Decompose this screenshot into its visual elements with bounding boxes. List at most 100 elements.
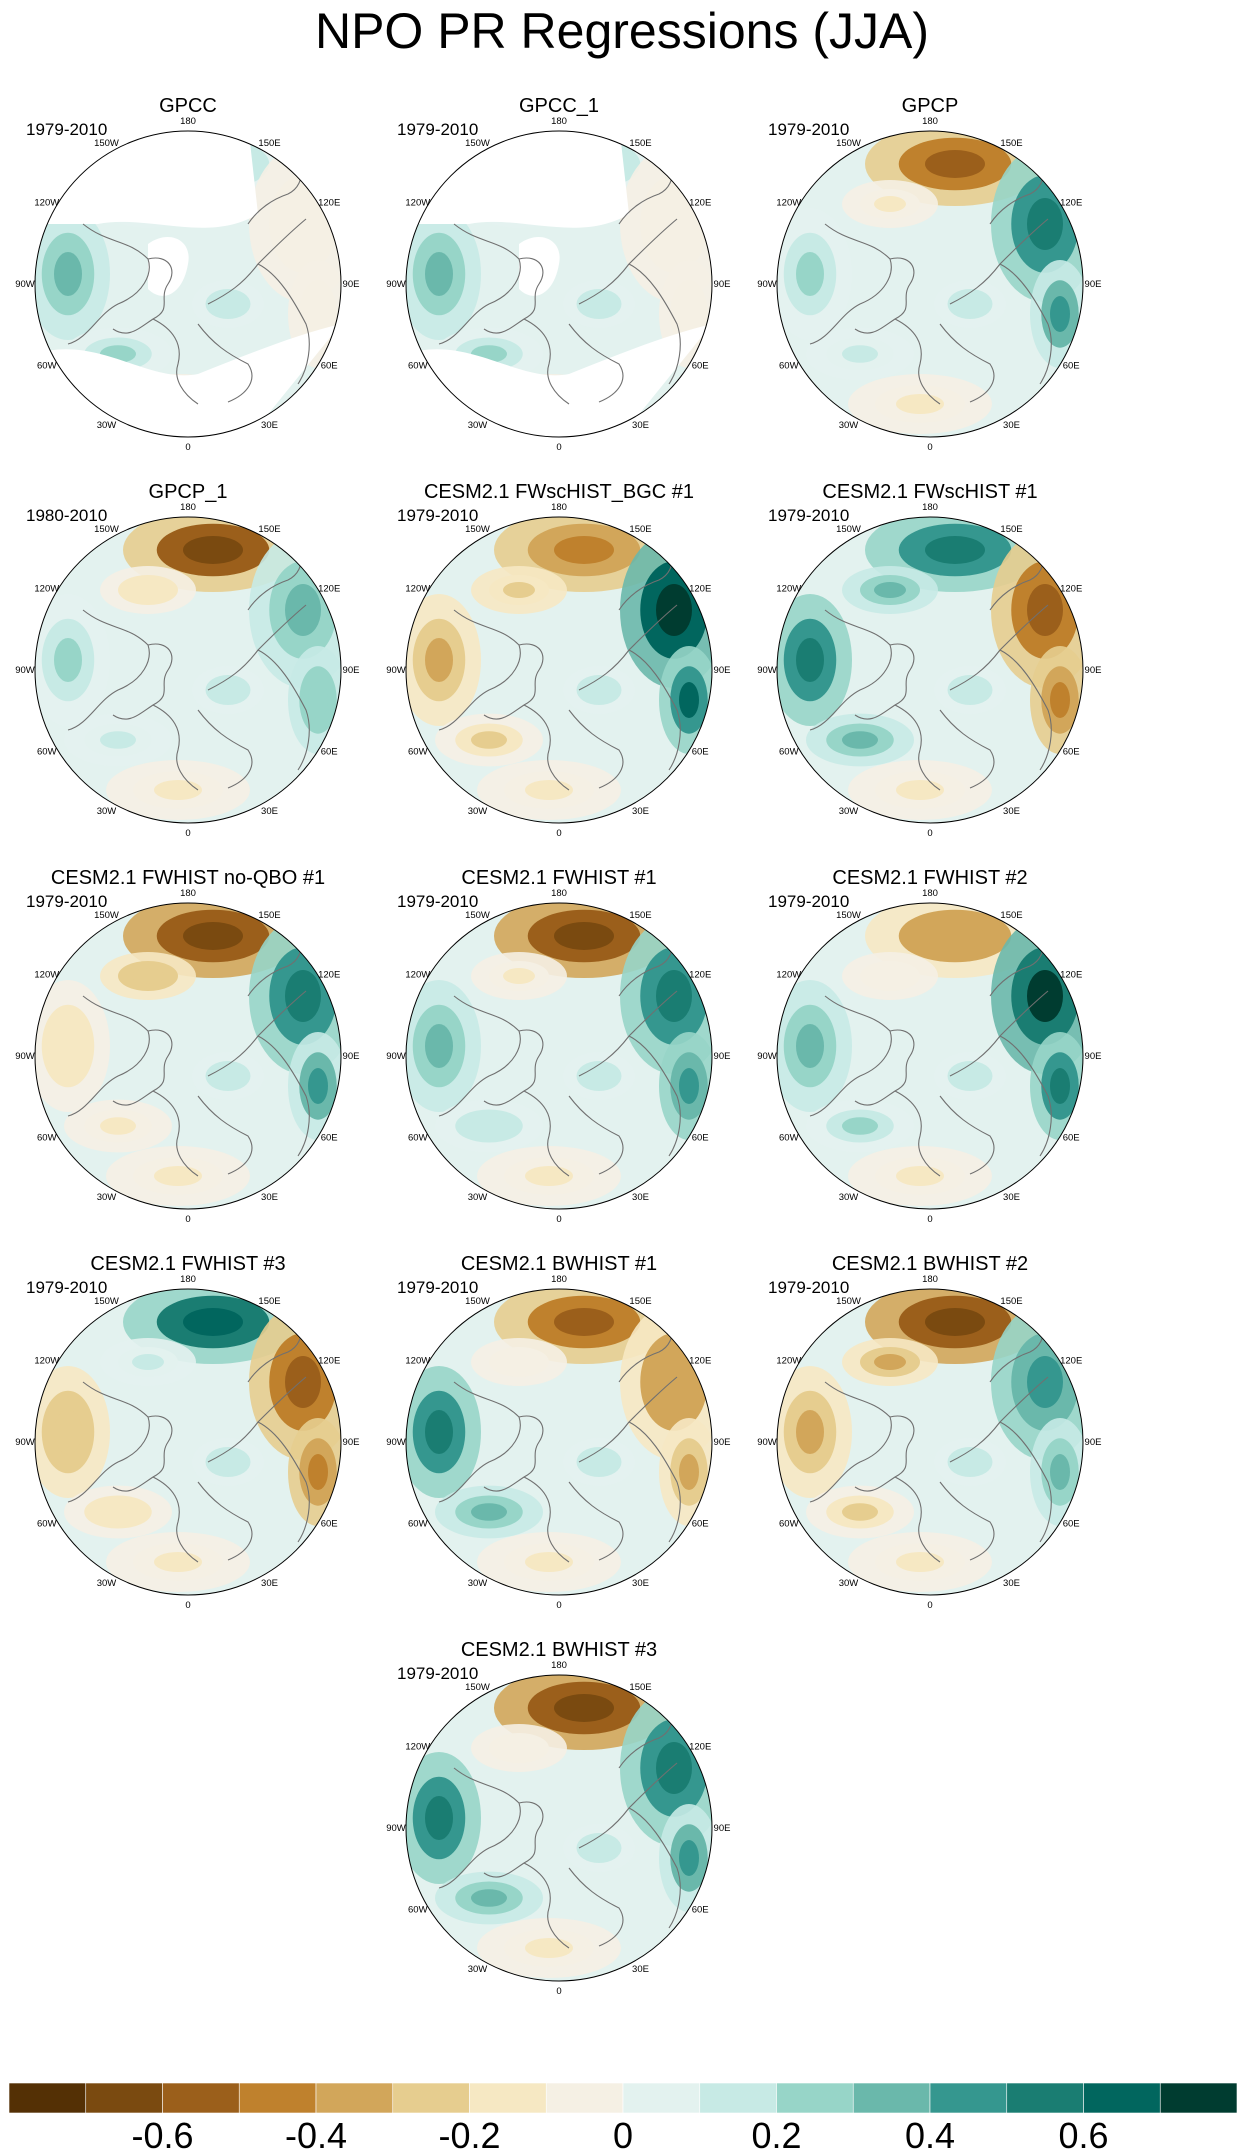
anomaly-blob-core <box>54 1410 82 1454</box>
coastline <box>999 649 1052 771</box>
anomaly-blob-core <box>656 1356 692 1408</box>
anomaly-blob-core <box>525 1938 573 1958</box>
anomaly-blob-core <box>425 1796 453 1840</box>
longitude-label: 0 <box>185 442 190 453</box>
longitude-label: 30E <box>1003 1578 1020 1589</box>
colorbar-segment <box>162 2082 240 2114</box>
longitude-label: 30W <box>468 420 488 431</box>
colorbar-segment <box>85 2082 163 2114</box>
polar-map: 180 150E 120E 90E 60E 30E 0 30W 60W 90W 120W 150W <box>15 888 360 1225</box>
longitude-label: 30E <box>632 1964 649 1975</box>
longitude-label: 120E <box>689 584 711 595</box>
longitude-label: 30E <box>1003 1192 1020 1203</box>
longitude-label: 90E <box>343 1051 360 1062</box>
colorbar-segment <box>1083 2082 1161 2114</box>
panel-title: CESM2.1 FWHIST #3 <box>90 1253 286 1275</box>
longitude-label: 0 <box>927 1214 932 1225</box>
map-panel: CESM2.1 BWHIST #1 1979-2010 180 150E 120E 90E… <box>373 1252 745 1636</box>
longitude-label: 150E <box>1000 138 1022 149</box>
anomaly-blob-core <box>587 296 611 312</box>
coastline <box>197 1095 253 1175</box>
longitude-label: 90W <box>386 279 406 290</box>
longitude-label: 90W <box>757 665 777 676</box>
coastline <box>568 1481 624 1561</box>
coastline <box>628 263 681 385</box>
coastline <box>483 1415 544 1492</box>
coastline <box>197 709 253 789</box>
longitude-label: 90E <box>714 1437 731 1448</box>
anomaly-blob-core <box>285 198 321 250</box>
longitude-label: 150W <box>94 138 119 149</box>
longitude-label: 60W <box>408 1133 428 1144</box>
anomaly-blob-core <box>842 731 878 749</box>
anomaly-blob-core <box>100 1503 136 1521</box>
colorbar-tick-label: 0 <box>612 2115 634 2156</box>
anomaly-blob-core <box>554 1308 614 1336</box>
longitude-label: 30W <box>97 420 117 431</box>
coastline <box>112 1415 173 1492</box>
colorbar-segment <box>1159 2082 1238 2114</box>
field-layer <box>35 131 341 437</box>
longitude-label: 0 <box>556 1214 561 1225</box>
longitude-label: 120E <box>1060 1356 1082 1367</box>
map-boundary <box>405 1288 713 1596</box>
longitude-label: 90W <box>757 1051 777 1062</box>
longitude-label: 0 <box>185 1600 190 1611</box>
anomaly-blob-core <box>308 1068 328 1104</box>
map-boundary <box>34 130 342 438</box>
longitude-label: 90E <box>1085 665 1102 676</box>
anomaly-blob-core <box>896 1552 944 1572</box>
anomaly-blob-core <box>525 1166 573 1186</box>
anomaly-blob-core <box>874 196 906 212</box>
longitude-label: 150W <box>836 1296 861 1307</box>
longitude-label: 30E <box>261 420 278 431</box>
anomaly-blob-core <box>525 780 573 800</box>
coastline <box>112 643 173 720</box>
panel-period: 1979-2010 <box>768 120 850 139</box>
longitude-label: 120W <box>405 198 430 209</box>
map-panel: CESM2.1 FWHIST #3 1979-2010 180 150E 120E 90E… <box>2 1252 374 1636</box>
coastline <box>999 1421 1052 1543</box>
longitude-label: 60W <box>37 1519 57 1530</box>
colorbar-segment <box>469 2082 547 2114</box>
longitude-label: 30W <box>97 1578 117 1589</box>
longitude-label: 30E <box>632 420 649 431</box>
anomaly-blob-core <box>925 922 985 950</box>
anomaly-blob-core <box>587 1454 611 1470</box>
coastline <box>628 1035 681 1157</box>
longitude-label: 90W <box>15 1437 35 1448</box>
colorbar-segment <box>852 2082 931 2114</box>
longitude-label: 120W <box>34 970 59 981</box>
anomaly-blob-core <box>656 970 692 1022</box>
longitude-label: 60W <box>37 747 57 758</box>
longitude-label: 30W <box>839 1192 859 1203</box>
longitude-label: 0 <box>185 1214 190 1225</box>
anomaly-blob-core <box>183 1308 243 1336</box>
polar-map: 180 150E 120E 90E 60E 30E 0 30W 60W 90W 120W 150W <box>757 1274 1101 1611</box>
anomaly-blob-core <box>842 1117 878 1135</box>
map-panel: CESM2.1 FWHIST no-QBO #1 1979-2010 180 150E… <box>2 866 374 1250</box>
longitude-label: 30E <box>261 1578 278 1589</box>
longitude-label: 90W <box>757 279 777 290</box>
anomaly-blob-core <box>471 1889 507 1907</box>
panel-title: CESM2.1 BWHIST #2 <box>831 1253 1029 1275</box>
anomaly-blob-core <box>1027 584 1063 636</box>
longitude-label: 120W <box>34 1356 59 1367</box>
longitude-label: 90W <box>15 1051 35 1062</box>
anomaly-blob-core <box>554 922 614 950</box>
coastline <box>438 995 521 1117</box>
anomaly-blob-core <box>183 922 243 950</box>
anomaly-blob-core <box>1050 682 1070 718</box>
colorbar-svg <box>8 2082 1238 2114</box>
field-layer <box>406 1675 712 1981</box>
longitude-label: 120E <box>318 198 340 209</box>
coastline <box>112 1029 173 1106</box>
longitude-label: 150W <box>836 138 861 149</box>
anomaly-blob-core <box>471 1117 507 1135</box>
anomaly-blob-core <box>958 1068 982 1084</box>
anomaly-blob-core <box>285 584 321 636</box>
longitude-label: 120E <box>318 584 340 595</box>
colorbar-segment <box>1006 2082 1084 2114</box>
field-layer <box>406 517 712 823</box>
anomaly-blob-core <box>1050 296 1070 332</box>
